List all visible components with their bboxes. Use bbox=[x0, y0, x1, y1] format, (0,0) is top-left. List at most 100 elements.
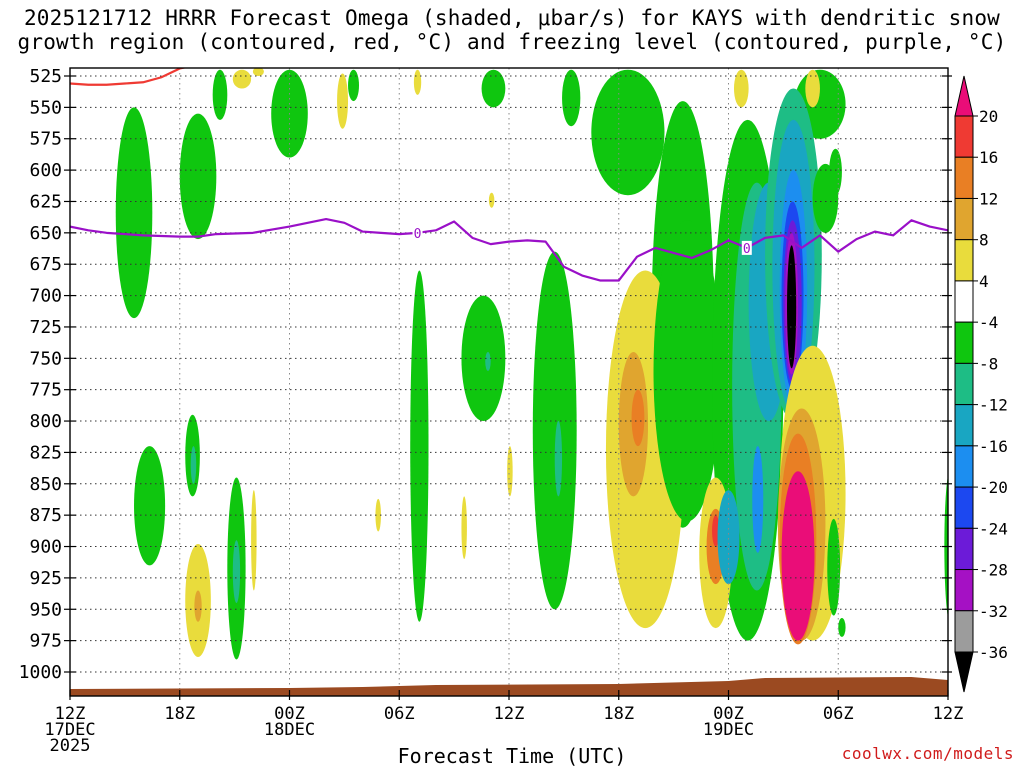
colorbar-bin-5 bbox=[954, 280, 974, 323]
omega-region-36 bbox=[631, 389, 645, 447]
omega-region-28 bbox=[461, 496, 467, 560]
omega-region-53 bbox=[812, 163, 839, 233]
colorbar-label-2: 12 bbox=[979, 189, 998, 208]
omega-region-44 bbox=[752, 446, 764, 553]
colorbar-label-10: -24 bbox=[979, 519, 1008, 538]
colorbar-bin-13 bbox=[954, 610, 974, 653]
freezing-level-label-0: 0 bbox=[414, 227, 422, 242]
omega-region-2 bbox=[212, 69, 228, 120]
colorbar-bin-6 bbox=[954, 321, 974, 364]
omega-region-32 bbox=[532, 251, 577, 610]
omega-region-24 bbox=[194, 590, 202, 622]
colorbar-label-8: -16 bbox=[979, 437, 1008, 456]
y-tick-label-950: 950 bbox=[29, 599, 62, 620]
y-tick-label-575: 575 bbox=[29, 129, 62, 150]
x-tick-label-0-2: 2025 bbox=[50, 736, 91, 756]
colorbar-bin-7 bbox=[954, 362, 974, 406]
y-tick-label-675: 675 bbox=[29, 254, 62, 275]
colorbar-label-0: 20 bbox=[979, 107, 998, 126]
colorbar-bin-9 bbox=[954, 445, 974, 488]
colorbar-bin-3 bbox=[954, 197, 974, 241]
omega-region-6 bbox=[252, 68, 264, 76]
colorbar-label-1: 16 bbox=[979, 148, 998, 167]
freezing-label-bg-0 bbox=[412, 225, 423, 240]
omega-region-9 bbox=[481, 69, 506, 108]
omega-region-16 bbox=[805, 69, 820, 108]
y-tick-label-625: 625 bbox=[29, 191, 62, 212]
y-tick-label-925: 925 bbox=[29, 568, 62, 589]
omega-region-15 bbox=[733, 69, 749, 108]
omega-region-33 bbox=[554, 421, 563, 497]
omega-region-45 bbox=[717, 490, 740, 585]
site-credit: coolwx.com/models bbox=[841, 744, 1014, 763]
omega-region-37 bbox=[653, 220, 722, 522]
omega-region-41 bbox=[712, 515, 720, 547]
colorbar: 20 16 12 8 4 -4 -8 -12 -16 -20 -24 -28 -32 -36 bbox=[954, 75, 1008, 693]
y-tick-label-875: 875 bbox=[29, 505, 62, 526]
dgz-contour bbox=[70, 68, 188, 86]
chart-title-line-1: 2025121712 HRRR Forecast Omega (shaded, … bbox=[23, 6, 1001, 30]
y-tick-label-1000: 1000 bbox=[19, 662, 62, 683]
freezing-label-bg-1 bbox=[741, 240, 752, 255]
y-tick-label-525: 525 bbox=[29, 66, 62, 87]
y-tick-label-700: 700 bbox=[29, 286, 62, 307]
omega-region-20 bbox=[190, 446, 197, 484]
omega-region-7 bbox=[337, 73, 349, 129]
omega-region-8 bbox=[413, 69, 422, 95]
colorbar-label-4: 4 bbox=[979, 272, 989, 291]
omega-region-57 bbox=[781, 471, 815, 641]
colorbar-bin-11 bbox=[954, 527, 974, 571]
omega-shading bbox=[115, 68, 948, 660]
omega-region-4 bbox=[348, 69, 360, 102]
x-tick-label-12-1: 18DEC bbox=[264, 720, 315, 740]
x-tick-label-0-0: 12Z bbox=[55, 704, 86, 724]
x-tick-label-24-0: 12Z bbox=[494, 704, 525, 724]
chart-title: 2025121712 HRRR Forecast Omega (shaded, … bbox=[0, 6, 1024, 54]
omega-region-0 bbox=[115, 107, 153, 319]
x-tick-label-36-1: 19DEC bbox=[703, 720, 754, 740]
omega-region-26 bbox=[375, 498, 381, 532]
omega-region-52 bbox=[787, 245, 797, 369]
x-axis-label: Forecast Time (UTC) bbox=[397, 744, 627, 768]
colorbar-bin-10 bbox=[954, 486, 974, 529]
omega-region-22 bbox=[232, 540, 241, 603]
colorbar-bin-2 bbox=[954, 156, 974, 199]
colorbar-bin-4 bbox=[954, 239, 974, 282]
omega-region-1 bbox=[179, 113, 217, 240]
colorbar-label-13: -36 bbox=[979, 643, 1008, 662]
colorbar-label-7: -12 bbox=[979, 396, 1008, 415]
colorbar-label-3: 8 bbox=[979, 231, 989, 250]
omega-region-58 bbox=[827, 518, 841, 616]
x-tick-label-12-0: 00Z bbox=[274, 704, 305, 724]
colorbar-label-12: -32 bbox=[979, 602, 1008, 621]
y-tick-label-900: 900 bbox=[29, 537, 62, 558]
colorbar-label-11: -28 bbox=[979, 561, 1008, 580]
y-tick-label-775: 775 bbox=[29, 380, 62, 401]
y-tick-label-975: 975 bbox=[29, 631, 62, 652]
omega-region-18 bbox=[134, 446, 166, 566]
contours: 00 bbox=[70, 68, 948, 282]
y-tick-label-725: 725 bbox=[29, 317, 62, 338]
omega-region-12 bbox=[591, 69, 665, 196]
y-tick-label-600: 600 bbox=[29, 160, 62, 181]
y-tick-label-825: 825 bbox=[29, 442, 62, 463]
y-tick-label-650: 650 bbox=[29, 223, 62, 244]
omega-region-30 bbox=[485, 352, 491, 371]
x-tick-label-48-0: 12Z bbox=[933, 704, 964, 724]
x-tick-label-6-0: 18Z bbox=[164, 704, 195, 724]
colorbar-bin-1 bbox=[954, 115, 974, 158]
x-tick-label-18-0: 06Z bbox=[384, 704, 415, 724]
colorbar-bin-14 bbox=[954, 651, 974, 693]
omega-region-10 bbox=[488, 192, 495, 208]
omega-region-11 bbox=[562, 69, 581, 127]
colorbar-label-6: -8 bbox=[979, 354, 998, 373]
colorbar-bin-12 bbox=[954, 569, 974, 612]
omega-region-29 bbox=[461, 295, 506, 422]
colorbar-label-9: -20 bbox=[979, 478, 1008, 497]
y-tick-label-750: 750 bbox=[29, 348, 62, 369]
x-tick-label-42-0: 06Z bbox=[823, 704, 854, 724]
omega-region-5 bbox=[232, 69, 252, 89]
grid bbox=[70, 68, 948, 696]
